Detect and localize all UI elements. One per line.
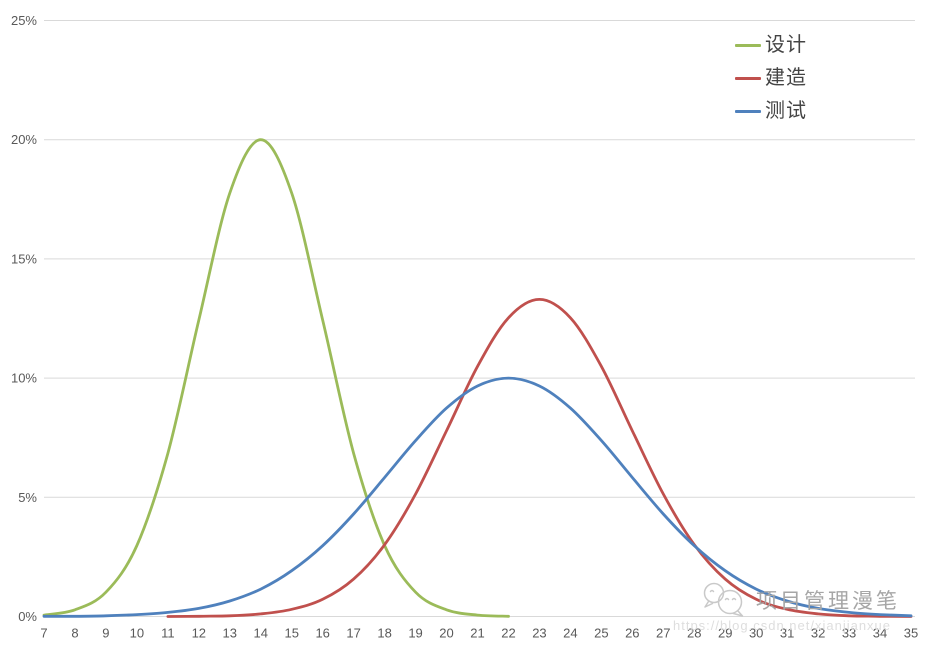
legend-label: 测试	[765, 100, 807, 122]
series-line-设计	[42, 138, 510, 618]
y-axis-label: 25%	[11, 13, 37, 28]
x-axis-label: 19	[408, 626, 422, 641]
x-axis-label: 23	[532, 626, 546, 641]
legend-line-swatch	[735, 109, 761, 113]
legend-line-swatch	[735, 43, 761, 47]
x-axis-label: 31	[780, 626, 794, 641]
x-axis-label: 8	[71, 626, 78, 641]
x-axis-label: 26	[625, 626, 639, 641]
x-axis-label: 29	[718, 626, 732, 641]
legend-item-test: 测试	[735, 99, 807, 123]
x-axis-label: 32	[811, 626, 825, 641]
x-axis-label: 7	[40, 626, 47, 641]
legend-item-design: 设计	[735, 33, 807, 57]
series-line-建造	[166, 297, 913, 618]
x-axis-label: 21	[470, 626, 484, 641]
x-axis-label: 13	[223, 626, 237, 641]
x-axis-label: 11	[161, 626, 175, 641]
x-axis-label: 20	[439, 626, 453, 641]
x-axis-label: 10	[130, 626, 144, 641]
x-axis-label: 34	[873, 626, 887, 641]
x-axis-label: 24	[563, 626, 577, 641]
legend-item-build: 建造	[735, 66, 807, 90]
y-axis-label: 20%	[11, 132, 37, 147]
x-axis-label: 9	[102, 626, 109, 641]
y-axis-label: 0%	[18, 609, 37, 624]
y-axis-label: 15%	[11, 251, 37, 266]
x-axis-label: 16	[315, 626, 329, 641]
x-axis-label: 12	[192, 626, 206, 641]
y-axis-label: 5%	[18, 490, 37, 505]
x-axis-label: 28	[687, 626, 701, 641]
legend-label: 设计	[765, 34, 807, 56]
legend: 设计 建造 测试	[735, 33, 807, 123]
x-axis-label: 33	[842, 626, 856, 641]
x-axis-label: 22	[501, 626, 515, 641]
x-axis-label: 30	[749, 626, 763, 641]
series-line-测试	[42, 376, 913, 618]
x-axis-label: 27	[656, 626, 670, 641]
x-axis-label: 25	[594, 626, 608, 641]
x-axis-label: 35	[904, 626, 918, 641]
x-axis-label: 14	[254, 626, 268, 641]
x-axis-label: 17	[346, 626, 360, 641]
legend-label: 建造	[765, 67, 807, 89]
y-axis-label: 10%	[11, 371, 37, 386]
legend-line-swatch	[735, 76, 761, 80]
x-axis-label: 15	[284, 626, 298, 641]
x-axis-label: 18	[377, 626, 391, 641]
